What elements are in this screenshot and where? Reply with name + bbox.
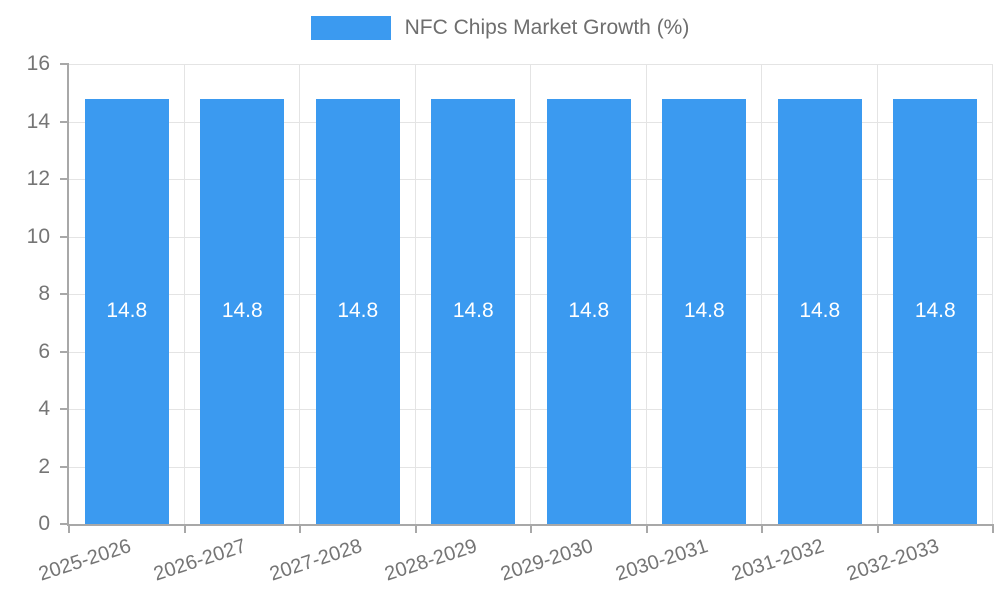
x-axis-tick [761,524,763,533]
x-axis-tick [876,524,879,533]
y-axis-label: 8 [38,282,50,305]
vertical-gridline [530,64,531,524]
y-axis-label: 12 [26,167,50,190]
bar: 14.8 [431,98,516,524]
horizontal-gridline [69,179,993,180]
bar: 14.8 [200,98,285,524]
horizontal-gridline [69,121,993,123]
x-axis-tick [414,524,417,533]
x-axis-tick [183,524,186,533]
x-axis-tick [68,524,70,533]
horizontal-gridline [69,409,993,410]
bar-value-label: 14.8 [568,299,610,323]
legend[interactable]: NFC Chips Market Growth (%) [0,16,1000,40]
bar-value-label: 14.8 [799,299,841,323]
y-axis-label: 0 [38,512,50,535]
vertical-gridline [992,64,993,524]
x-axis-tick [992,524,994,533]
y-axis-tick [60,523,69,525]
bar: 14.8 [777,98,862,524]
y-axis-label: 2 [38,454,50,478]
y-axis-line [67,64,69,526]
y-axis-tick [60,465,69,468]
horizontal-gridline [69,294,993,295]
x-axis-tick [299,524,301,533]
y-axis-label: 16 [26,52,50,75]
y-axis-tick [60,350,69,353]
bar: 14.8 [893,98,978,524]
vertical-gridline [183,64,185,524]
horizontal-gridline [69,466,993,468]
horizontal-gridline [69,351,993,353]
horizontal-gridline [69,64,993,65]
bar: 14.8 [84,98,169,524]
legend-swatch-icon [310,16,391,40]
y-axis-tick [60,178,69,180]
y-axis-tick [60,120,69,123]
bar-value-label: 14.8 [221,299,263,323]
bar-value-label: 14.8 [683,299,725,323]
legend-label: NFC Chips Market Growth (%) [404,16,690,39]
horizontal-gridline [69,236,993,238]
y-axis-tick [60,293,69,295]
y-axis-label: 4 [38,397,50,420]
bar-value-label: 14.8 [914,299,956,323]
plot-area: 14.8 14.8 14.8 14.8 14.8 14.8 14.8 14.8 [69,64,993,524]
vertical-gridline [299,64,300,524]
bar-value-label: 14.8 [337,299,379,323]
x-axis-tick [530,524,532,533]
bar: 14.8 [546,98,631,524]
y-axis-label: 14 [26,109,50,133]
y-axis-label: 6 [38,339,50,363]
bar-value-label: 14.8 [106,299,148,323]
y-axis-label: 10 [26,224,50,248]
vertical-gridline [645,64,647,524]
vertical-gridline [761,64,762,524]
y-axis-tick [60,235,69,238]
y-axis-tick [60,408,69,410]
x-axis-tick [645,524,648,533]
bar-value-label: 14.8 [452,299,494,323]
bar: 14.8 [315,98,400,524]
vertical-gridline [876,64,878,524]
y-axis-tick [60,63,69,65]
bar: 14.8 [662,98,747,524]
vertical-gridline [414,64,416,524]
